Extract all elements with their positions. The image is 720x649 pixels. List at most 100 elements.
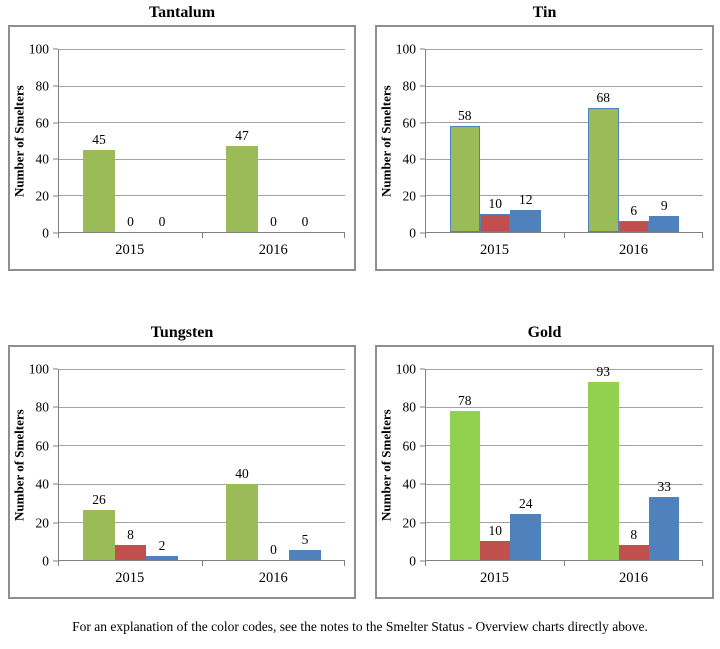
y-tick-mark	[420, 48, 425, 50]
bar-value-label: 0	[270, 214, 277, 229]
chart-panel-tantalum: Tantalum Number of Smelters 0 20 40 60 80 100…	[8, 3, 356, 271]
bar-series-red	[618, 544, 649, 560]
category-group-2015: 78 10 24	[426, 369, 565, 560]
y-tick-mark	[420, 158, 425, 160]
x-tick-mark	[344, 233, 345, 238]
y-tick-mark	[420, 232, 425, 234]
bar-slot: 40	[226, 369, 258, 560]
x-category-label: 2015	[115, 570, 145, 586]
y-tick-label: 100	[28, 361, 49, 377]
y-tick-label: 100	[28, 41, 49, 57]
bar-series-blue	[289, 550, 321, 560]
y-tick-mark	[53, 368, 58, 370]
bar-slot: 9	[648, 49, 680, 232]
gridline	[426, 85, 703, 87]
y-tick-label: 0	[409, 553, 416, 569]
x-axis: 2015 2016	[58, 561, 345, 597]
y-tick-label: 0	[409, 225, 416, 241]
category-group-2015: 45 0 0	[59, 49, 202, 232]
bar-slot: 6	[618, 49, 649, 232]
y-axis: 0 20 40 60 80 100	[377, 362, 425, 568]
charts-grid: Tantalum Number of Smelters 0 20 40 60 80 100…	[8, 3, 714, 599]
bar-slot: 12	[510, 49, 541, 232]
y-tick-mark	[53, 85, 58, 87]
y-tick-mark	[53, 48, 58, 50]
caption: For an explanation of the color codes, s…	[72, 619, 648, 634]
x-category-label: 2015	[115, 242, 145, 258]
bar-series-green	[83, 510, 115, 560]
gridline	[59, 445, 345, 447]
x-category-label: 2016	[258, 242, 288, 258]
category-group-2016: 40 0 5	[202, 369, 345, 560]
y-tick-mark	[420, 122, 425, 124]
bar-value-label: 12	[518, 192, 533, 208]
x-tick-mark	[201, 233, 203, 238]
y-tick-mark	[420, 368, 425, 370]
bar-value-label: 0	[270, 542, 277, 557]
bar-series-green	[226, 146, 258, 232]
bar-value-label: 78	[458, 393, 472, 409]
bar-series-red	[480, 540, 511, 560]
x-tick-mark	[425, 561, 426, 566]
bar-value-label: 45	[92, 131, 106, 147]
bar-value-label: 58	[458, 107, 472, 123]
bar-value-label: 8	[630, 526, 638, 542]
x-tick-mark	[702, 561, 703, 566]
bar-series-red	[618, 221, 649, 232]
y-tick-mark	[420, 560, 425, 562]
bar-value-label: 47	[235, 128, 249, 143]
x-tick-mark	[425, 233, 426, 238]
x-axis: 2015 2016	[425, 561, 703, 597]
x-axis: 2015 2016	[58, 233, 345, 269]
plot-area: 78 10 24 93 8 33	[425, 365, 703, 561]
x-tick-mark	[564, 561, 565, 566]
gridline	[426, 483, 703, 485]
bar-groups: 26 8 2 40 0 5	[59, 369, 345, 560]
bar-slot: 33	[648, 369, 680, 560]
y-tick-label: 20	[35, 515, 50, 531]
bar-value-label: 8	[127, 526, 134, 542]
y-tick-label: 60	[35, 115, 50, 131]
gridline	[59, 195, 345, 197]
bar-value-label: 6	[630, 203, 638, 219]
y-axis: 0 20 40 60 80 100	[377, 42, 425, 240]
x-tick-mark	[58, 561, 59, 566]
category-group-2016: 68 6 9	[565, 49, 704, 232]
bar-series-blue	[510, 210, 541, 232]
bar-value-label: 5	[301, 532, 309, 548]
x-category-label: 2016	[258, 570, 288, 586]
gridline	[426, 122, 703, 124]
bar-slot: 5	[289, 369, 321, 560]
plot-area: 58 10 12 68 6 9	[425, 49, 703, 233]
y-tick-label: 80	[402, 78, 417, 94]
y-tick-mark	[420, 85, 425, 87]
y-axis: 0 20 40 60 80 100	[10, 42, 58, 240]
chart-title: Tantalum	[148, 4, 216, 21]
gridline	[426, 369, 703, 370]
y-tick-label: 80	[402, 399, 417, 415]
bar-slot: 26	[83, 369, 115, 560]
gridline	[426, 407, 703, 409]
bar-value-label: 26	[92, 492, 106, 508]
y-tick-label: 0	[42, 553, 49, 569]
chart-title: Gold	[527, 324, 562, 341]
bar-value-label: 0	[127, 214, 134, 229]
bar-slot: 10	[480, 369, 511, 560]
bar-series-blue	[648, 496, 680, 560]
bar-slot: 45	[83, 49, 115, 232]
x-category-label: 2016	[619, 570, 648, 586]
y-tick-mark	[53, 158, 58, 160]
y-tick-label: 60	[35, 438, 50, 454]
gridline	[426, 195, 703, 197]
bar-series-red	[114, 544, 147, 560]
x-tick-mark	[702, 233, 703, 238]
bar-slot: 0	[289, 49, 320, 232]
bar-series-blue	[146, 556, 178, 560]
gridline	[426, 158, 703, 160]
bar-value-label: 0	[158, 214, 166, 229]
y-tick-mark	[53, 522, 58, 524]
y-tick-mark	[53, 483, 58, 485]
y-tick-mark	[53, 445, 58, 447]
y-tick-mark	[53, 232, 58, 234]
bar-slot: 0	[258, 369, 289, 560]
